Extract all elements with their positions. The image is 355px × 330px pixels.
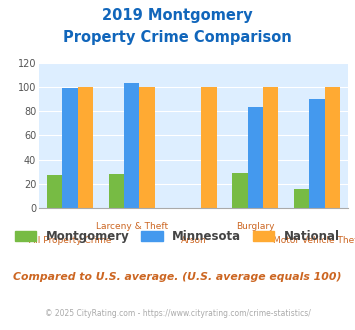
Bar xyxy=(62,88,78,208)
Text: 2019 Montgomery: 2019 Montgomery xyxy=(102,8,253,23)
Bar xyxy=(309,99,325,208)
Bar xyxy=(232,173,247,208)
Bar xyxy=(124,83,140,208)
Text: All Property Crime: All Property Crime xyxy=(29,236,111,245)
Bar xyxy=(325,87,340,208)
Text: Property Crime Comparison: Property Crime Comparison xyxy=(63,30,292,45)
Text: Compared to U.S. average. (U.S. average equals 100): Compared to U.S. average. (U.S. average … xyxy=(13,272,342,282)
Text: Motor Vehicle Theft: Motor Vehicle Theft xyxy=(273,236,355,245)
Bar xyxy=(47,175,62,208)
Bar xyxy=(263,87,278,208)
Text: Larceny & Theft: Larceny & Theft xyxy=(95,222,168,231)
Bar xyxy=(140,87,155,208)
Bar xyxy=(201,87,217,208)
Bar xyxy=(78,87,93,208)
Text: © 2025 CityRating.com - https://www.cityrating.com/crime-statistics/: © 2025 CityRating.com - https://www.city… xyxy=(45,309,310,317)
Text: Arson: Arson xyxy=(181,236,206,245)
Bar xyxy=(109,174,124,208)
Bar xyxy=(294,188,309,208)
Legend: Montgomery, Minnesota, National: Montgomery, Minnesota, National xyxy=(11,225,344,248)
Bar xyxy=(247,108,263,208)
Text: Burglary: Burglary xyxy=(236,222,274,231)
